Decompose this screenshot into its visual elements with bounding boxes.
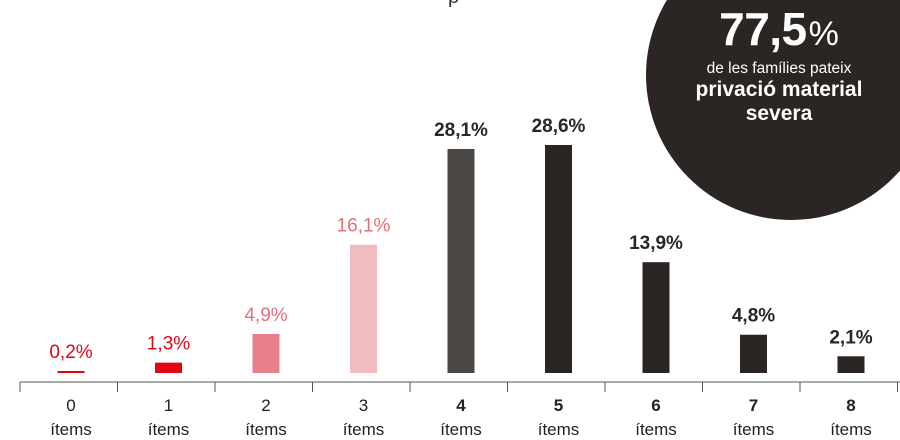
category-unit-label: ítems [343,420,385,439]
bar-6 [642,262,670,373]
badge-unit: % [808,15,839,53]
badge-emphasis-1: privació material [695,78,863,101]
category-label-6: 6 [651,396,660,415]
data-label-4: 28,1% [434,120,488,141]
data-label-6: 13,9% [629,233,683,254]
category-unit-label: ítems [440,420,482,439]
category-unit-label: ítems [148,420,190,439]
category-label-2: 2 [261,396,270,415]
category-label-3: 3 [359,396,368,415]
highlight-badge-text: 77,5% de les famílies pateix privació ma… [664,2,894,126]
badge-emphasis-2: severa [745,102,813,125]
category-label-4: 4 [456,396,466,415]
category-unit-label: ítems [50,420,92,439]
category-unit-label: ítems [733,420,775,439]
data-label-7: 4,8% [732,306,775,327]
data-label-8: 2,1% [829,327,872,348]
data-label-3: 16,1% [337,216,391,237]
title-fragment: p [448,0,459,9]
bar-5 [545,145,572,373]
category-unit-label: ítems [245,420,287,439]
data-label-1: 1,3% [147,334,190,355]
badge-caption: de les famílies pateix [706,60,852,77]
category-unit-label: ítems [830,420,872,439]
bar-3 [350,244,377,373]
category-label-5: 5 [554,396,563,415]
category-unit-label: ítems [635,420,677,439]
badge-value: 77,5 [719,3,807,55]
bar-7 [740,334,767,373]
data-label-2: 4,9% [244,305,287,326]
data-label-0: 0,2% [49,342,92,363]
bar-1 [155,362,182,373]
bar-4 [447,148,475,373]
bar-2 [252,333,280,373]
category-label-0: 0 [66,396,75,415]
bar-0 [57,371,85,373]
bar-8 [837,356,865,373]
category-unit-label: ítems [538,420,580,439]
category-label-8: 8 [846,396,855,415]
category-label-1: 1 [164,396,173,415]
data-label-5: 28,6% [532,116,586,137]
category-label-7: 7 [749,396,758,415]
